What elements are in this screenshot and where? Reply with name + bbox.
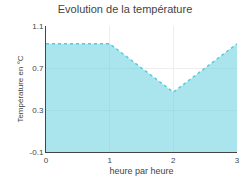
- svg-text:0.3: 0.3: [32, 106, 44, 115]
- svg-text:0.7: 0.7: [32, 64, 44, 73]
- svg-text:heure par heure: heure par heure: [109, 166, 173, 176]
- svg-text:Température en °C: Température en °C: [16, 55, 25, 122]
- svg-text:0: 0: [44, 156, 49, 165]
- svg-text:1: 1: [107, 156, 112, 165]
- svg-text:1.1: 1.1: [32, 22, 44, 31]
- svg-text:-0.1: -0.1: [30, 148, 44, 157]
- svg-text:2: 2: [171, 156, 176, 165]
- svg-text:Evolution de la température: Evolution de la température: [58, 3, 193, 15]
- svg-text:3: 3: [235, 156, 240, 165]
